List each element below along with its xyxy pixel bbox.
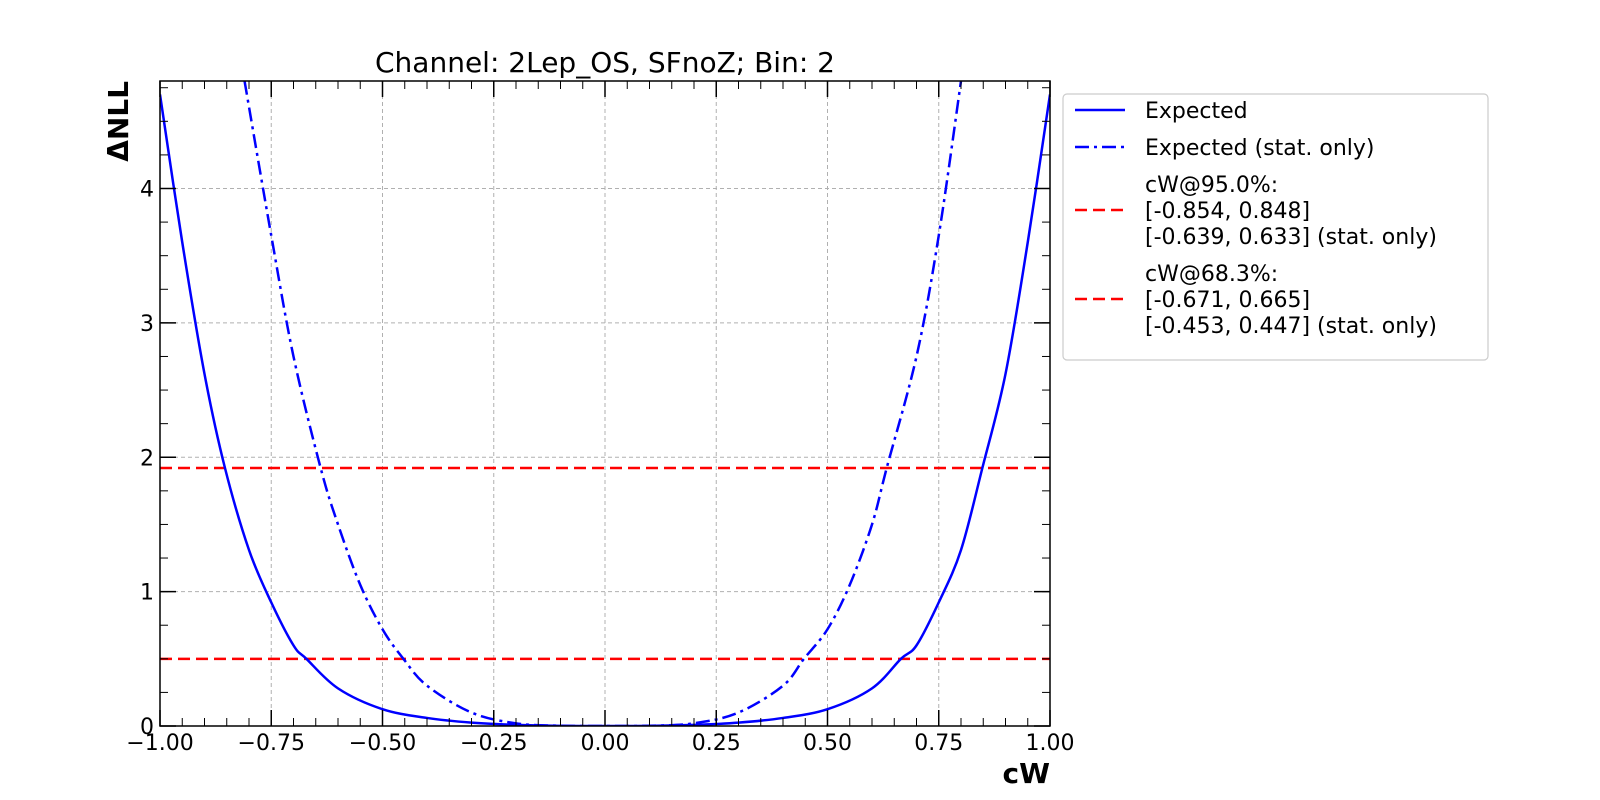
x-tick-label: 0.25 bbox=[692, 731, 741, 756]
legend-label: cW@95.0%: bbox=[1145, 173, 1278, 198]
legend-label: [-0.671, 0.665] bbox=[1145, 288, 1310, 313]
x-tick-label: −0.75 bbox=[238, 731, 305, 756]
x-tick-label: 0.00 bbox=[581, 731, 630, 756]
expected-stat-only-curve bbox=[243, 81, 963, 726]
x-tick-label: −0.25 bbox=[460, 731, 527, 756]
x-tick-label: −1.00 bbox=[126, 731, 193, 756]
legend-label: cW@68.3%: bbox=[1145, 262, 1278, 287]
expected-curve bbox=[160, 94, 1050, 726]
y-tick-label: 4 bbox=[140, 178, 154, 203]
y-tick-label: 3 bbox=[140, 312, 154, 337]
legend-label: Expected (stat. only) bbox=[1145, 136, 1375, 161]
x-tick-label: 0.75 bbox=[914, 731, 963, 756]
legend-label: [-0.453, 0.447] (stat. only) bbox=[1145, 314, 1437, 339]
legend-label: [-0.854, 0.848] bbox=[1145, 199, 1310, 224]
x-tick-label: −0.50 bbox=[349, 731, 416, 756]
x-tick-labels: −1.00 −0.75 −0.50 −0.25 0.00 0.25 0.50 0.75 1.00 bbox=[126, 731, 1074, 756]
x-tick-label: 1.00 bbox=[1026, 731, 1075, 756]
x-axis-label: cW bbox=[1003, 757, 1051, 790]
legend-label: Expected bbox=[1145, 99, 1248, 124]
grid bbox=[160, 81, 1050, 726]
y-tick-label: 2 bbox=[140, 446, 154, 471]
legend-label: [-0.639, 0.633] (stat. only) bbox=[1145, 225, 1437, 250]
series-curves bbox=[160, 81, 1050, 726]
y-axis-label: ΔNLL bbox=[102, 81, 135, 162]
legend-box bbox=[1062, 93, 1489, 361]
y-tick-labels: 0 1 2 3 4 bbox=[140, 178, 154, 741]
chart-title: Channel: 2Lep_OS, SFnoZ; Bin: 2 bbox=[375, 46, 835, 79]
axis-ticks bbox=[159, 81, 1051, 727]
y-tick-label: 1 bbox=[140, 581, 154, 606]
x-tick-label: 0.50 bbox=[803, 731, 852, 756]
y-tick-label: 0 bbox=[140, 715, 154, 740]
